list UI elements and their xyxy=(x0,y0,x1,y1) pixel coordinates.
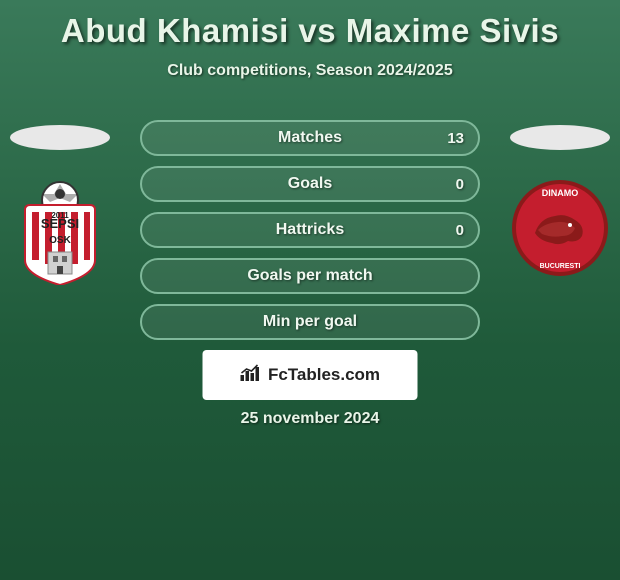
stat-row-goals-per-match: Goals per match xyxy=(140,258,480,294)
page-title: Abud Khamisi vs Maxime Sivis xyxy=(0,0,620,50)
stat-row-goals: Goals 0 xyxy=(140,166,480,202)
stat-value: 0 xyxy=(456,222,464,239)
chart-icon xyxy=(240,364,262,387)
stats-container: Matches 13 Goals 0 Hattricks 0 Goals per… xyxy=(140,120,480,350)
stat-label: Goals xyxy=(288,175,332,193)
svg-text:OSK: OSK xyxy=(49,235,71,246)
left-club-crest: SEPSI OSK 2011 xyxy=(10,170,110,285)
left-club-block: SEPSI OSK 2011 xyxy=(10,125,110,285)
stat-label: Hattricks xyxy=(276,221,344,239)
brand-badge: FcTables.com xyxy=(203,350,418,400)
svg-text:BUCURESTI: BUCURESTI xyxy=(540,263,581,270)
svg-text:2011: 2011 xyxy=(51,211,69,220)
right-player-ellipse xyxy=(510,125,610,150)
stat-label: Matches xyxy=(278,129,342,147)
stat-label: Goals per match xyxy=(247,267,372,285)
stat-row-matches: Matches 13 xyxy=(140,120,480,156)
brand-text: FcTables.com xyxy=(268,365,380,385)
page-subtitle: Club competitions, Season 2024/2025 xyxy=(0,62,620,80)
right-club-block: DINAMO BUCURESTI xyxy=(510,125,610,285)
stat-value: 13 xyxy=(447,130,464,147)
stat-value: 0 xyxy=(456,176,464,193)
left-player-ellipse xyxy=(10,125,110,150)
stat-label: Min per goal xyxy=(263,313,357,331)
footer-date: 25 november 2024 xyxy=(0,410,620,428)
stat-row-min-per-goal: Min per goal xyxy=(140,304,480,340)
stat-row-hattricks: Hattricks 0 xyxy=(140,212,480,248)
right-club-crest: DINAMO BUCURESTI xyxy=(510,170,610,285)
svg-text:DINAMO: DINAMO xyxy=(542,188,579,198)
